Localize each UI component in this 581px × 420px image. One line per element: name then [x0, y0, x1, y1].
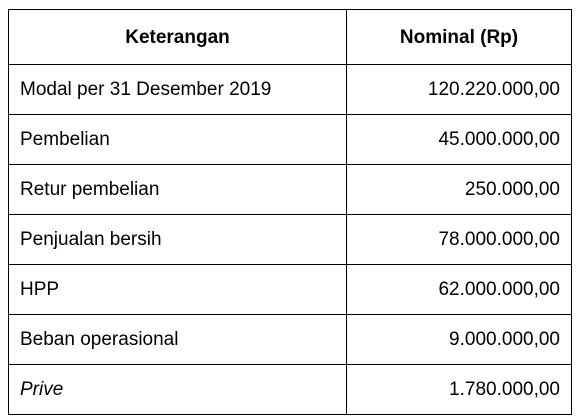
row-label: Retur pembelian	[8, 164, 347, 215]
row-label: Beban operasional	[8, 314, 347, 365]
header-nominal: Nominal (Rp)	[346, 9, 572, 65]
row-amount: 250.000,00	[346, 164, 572, 215]
row-amount: 9.000.000,00	[346, 314, 572, 365]
row-amount: 78.000.000,00	[346, 214, 572, 265]
row-amount: 120.220.000,00	[346, 64, 572, 115]
ledger-table: Keterangan Nominal (Rp) Modal per 31 Des…	[8, 9, 572, 415]
row-label: Penjualan bersih	[8, 214, 347, 265]
row-amount: 62.000.000,00	[346, 264, 572, 315]
header-row: Keterangan Nominal (Rp)	[8, 9, 572, 65]
table-row: Penjualan bersih 78.000.000,00	[8, 214, 572, 265]
row-amount: 45.000.000,00	[346, 114, 572, 165]
row-label: Modal per 31 Desember 2019	[8, 64, 347, 115]
table-row: HPP 62.000.000,00	[8, 264, 572, 315]
table-row: Retur pembelian 250.000,00	[8, 164, 572, 215]
header-keterangan: Keterangan	[8, 9, 347, 65]
row-amount: 1.780.000,00	[346, 364, 572, 415]
row-label: HPP	[8, 264, 347, 315]
row-label: Pembelian	[8, 114, 347, 165]
row-label: Prive	[8, 364, 347, 415]
table-row: Prive 1.780.000,00	[8, 364, 572, 415]
table-row: Pembelian 45.000.000,00	[8, 114, 572, 165]
table-row: Beban operasional 9.000.000,00	[8, 314, 572, 365]
table-row: Modal per 31 Desember 2019 120.220.000,0…	[8, 64, 572, 115]
